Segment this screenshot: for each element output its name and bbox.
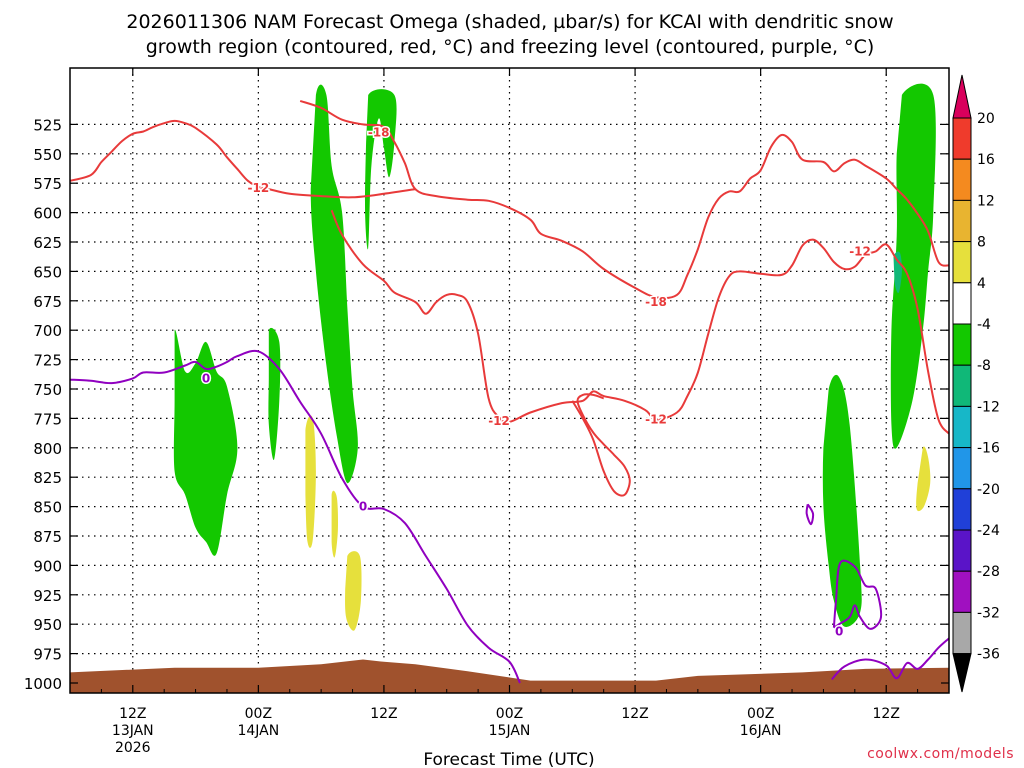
colorbar-label: 16 (977, 152, 995, 168)
series-line-4 (70, 349, 521, 684)
colorbar-segment (952, 447, 972, 490)
y-tick-label: 925 (33, 587, 62, 605)
y-tick-label: 975 (33, 646, 62, 664)
x-tick-label: 00Z (747, 706, 774, 722)
x-tick-label: 00Z (496, 706, 523, 722)
x-tick-label: 12Z (621, 706, 648, 722)
y-tick-label: 525 (33, 116, 62, 134)
x-tick-label: 16JAN (740, 723, 782, 739)
y-tick-label: 825 (33, 469, 62, 487)
colorbar-label: -36 (977, 647, 1000, 663)
colorbar-label: -32 (977, 605, 1000, 621)
y-tick-label: 725 (33, 352, 62, 370)
colorbar-segment (952, 364, 972, 407)
y-tick-label: 675 (33, 293, 62, 311)
y-tick-label: 1000 (24, 675, 62, 693)
y-tick-label: 950 (33, 616, 62, 634)
y-tick-label: 600 (33, 205, 62, 223)
colorbar-label: 4 (977, 276, 986, 292)
colorbar-label: -28 (977, 564, 1000, 580)
colorbar-label: -20 (977, 482, 1000, 498)
colorbar-segment (952, 611, 972, 655)
series-fill-3 (365, 89, 397, 250)
x-tick-label: 00Z (245, 706, 272, 722)
plot-area: -18 -12 -18 -12 -12 -12 0 0 0 (70, 68, 949, 693)
colorbar-label: -8 (977, 358, 991, 374)
contour-label-5: -12 (645, 413, 667, 427)
x-tick-label: 12Z (873, 706, 900, 722)
series-line-1 (299, 99, 949, 299)
series-fill-9 (345, 551, 362, 631)
y-tick-label: 550 (33, 146, 62, 164)
y-tick-label: 700 (33, 322, 62, 340)
y-tick-label: 750 (33, 381, 62, 399)
axes: 525 550 575 600 625 650 675 700 725 750 775 800 825 8… (24, 68, 950, 756)
y-tick-label: 875 (33, 528, 62, 546)
contour-label-1: -12 (248, 181, 270, 195)
series-fill-10 (916, 446, 931, 512)
colorbar-label: 20 (977, 111, 995, 127)
y-tick-label: 775 (33, 410, 62, 428)
contour-label-4: -12 (488, 414, 510, 428)
x-tick-label: 12Z (370, 706, 397, 722)
y-tick-label: 850 (33, 499, 62, 517)
colorbar-label: -12 (977, 399, 1000, 415)
chart-title-line-2: growth region (contoured, red, °C) and f… (146, 36, 875, 58)
x-axis-title: Forecast Time (UTC) (423, 750, 594, 768)
contour-label-3: -12 (849, 244, 871, 258)
x-tick-label: 12Z (119, 706, 146, 722)
contour-label-2: -18 (645, 295, 667, 309)
y-tick-label: 650 (33, 263, 62, 281)
contour-label-0: -18 (368, 126, 390, 140)
colorbar-segment (952, 323, 972, 366)
credit-text: coolwx.com/models (867, 746, 1014, 762)
series-line-3 (571, 393, 631, 497)
series-line-0 (70, 119, 416, 199)
colorbar: 20 16 12 8 4 -4 -8 -12 -16 -20 -24 -28 -32 -36 (952, 74, 1000, 693)
series-line-6 (832, 559, 883, 630)
colorbar-label: -4 (977, 317, 991, 333)
series-line-5 (805, 503, 815, 526)
colorbar-label: 8 (977, 235, 986, 251)
series-line-2 (330, 209, 949, 435)
x-tick-label: 14JAN (237, 723, 279, 739)
series-fill-7 (305, 415, 316, 548)
series-fill-4 (822, 374, 862, 627)
colorbar-segment (952, 282, 972, 325)
colorbar-segment (952, 199, 972, 243)
series-fill-1 (268, 327, 281, 461)
plot-content: -18 -12 -18 -12 -12 -12 0 0 0 (70, 68, 949, 693)
x-tick-label: 15JAN (489, 723, 531, 739)
series-line-7 (831, 637, 949, 681)
contour-label-6: 0 (202, 371, 210, 385)
y-tick-label: 900 (33, 557, 62, 575)
colorbar-label: -24 (977, 523, 1000, 539)
series-fill-11 (70, 659, 949, 693)
y-tick-label: 625 (33, 234, 62, 252)
x-tick-label: 2026 (115, 740, 151, 756)
y-tick-label: 575 (33, 175, 62, 193)
contour-label-7: 0 (359, 500, 367, 514)
colorbar-segment (952, 488, 972, 531)
colorbar-segment (952, 405, 972, 449)
colorbar-label: 12 (977, 193, 995, 209)
contour-label-8: 0 (835, 624, 843, 638)
colorbar-segment (952, 529, 972, 572)
colorbar-segment (952, 241, 972, 284)
chart-title-line-1: 2026011306 NAM Forecast Omega (shaded, µ… (126, 11, 893, 33)
colorbar-bottom-arrow (952, 653, 972, 693)
colorbar-segment (952, 117, 972, 160)
colorbar-segment (952, 570, 972, 613)
colorbar-top-arrow (952, 74, 972, 119)
series-fill-2 (310, 84, 358, 484)
x-tick-label: 13JAN (112, 723, 154, 739)
series-fill-5 (890, 83, 936, 449)
y-tick-label: 800 (33, 440, 62, 458)
colorbar-label: -16 (977, 441, 1000, 457)
series-fill-8 (331, 490, 339, 558)
series-fill-0 (173, 329, 238, 556)
colorbar-segment (952, 158, 972, 201)
